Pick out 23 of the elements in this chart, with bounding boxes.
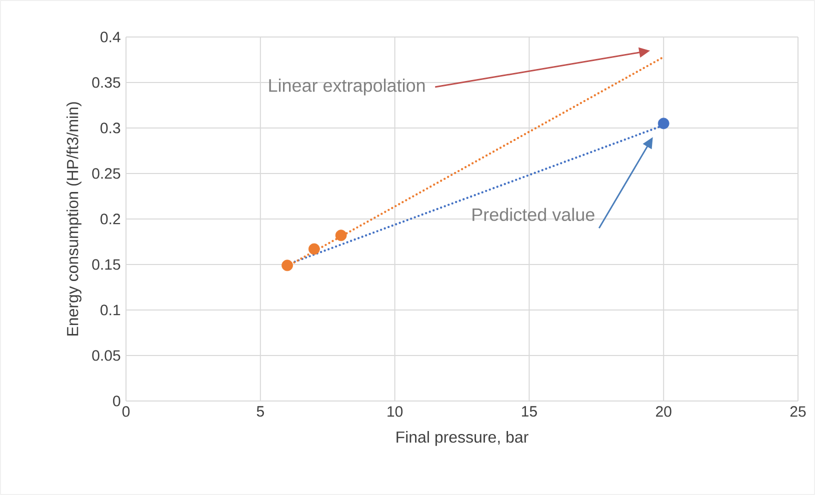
point	[658, 118, 670, 130]
y-tick-label: 0.4	[100, 32, 120, 42]
x-tick-label: 5	[256, 406, 264, 417]
x-tick-label: 0	[122, 406, 130, 417]
y-tick-label: 0.05	[92, 350, 120, 361]
x-tick-label: 10	[388, 406, 403, 417]
annotation: Predicted value	[472, 208, 594, 222]
y-tick-label: 0.3	[100, 122, 120, 134]
x-tick-label: 25	[790, 406, 806, 417]
y-tick-label: 0.1	[100, 304, 120, 316]
y-axis-title: Energy consumption (HP/ft3/min)	[66, 102, 82, 336]
point	[308, 243, 320, 255]
point	[282, 260, 293, 272]
y-tick-label: 0	[113, 396, 120, 406]
x-tick-label: 20	[656, 406, 672, 417]
annotation: Linear extrapolation	[269, 78, 425, 96]
x-tick-label: 15	[522, 406, 537, 417]
y-tick-label: 0.15	[92, 259, 120, 270]
x-axis-title: Final pressure, bar	[396, 431, 528, 446]
y-tick-label: 0.35	[92, 77, 120, 88]
y-tick-label: 0.2	[100, 214, 120, 224]
y-tick-label: 0.25	[92, 168, 120, 179]
point	[335, 230, 347, 242]
